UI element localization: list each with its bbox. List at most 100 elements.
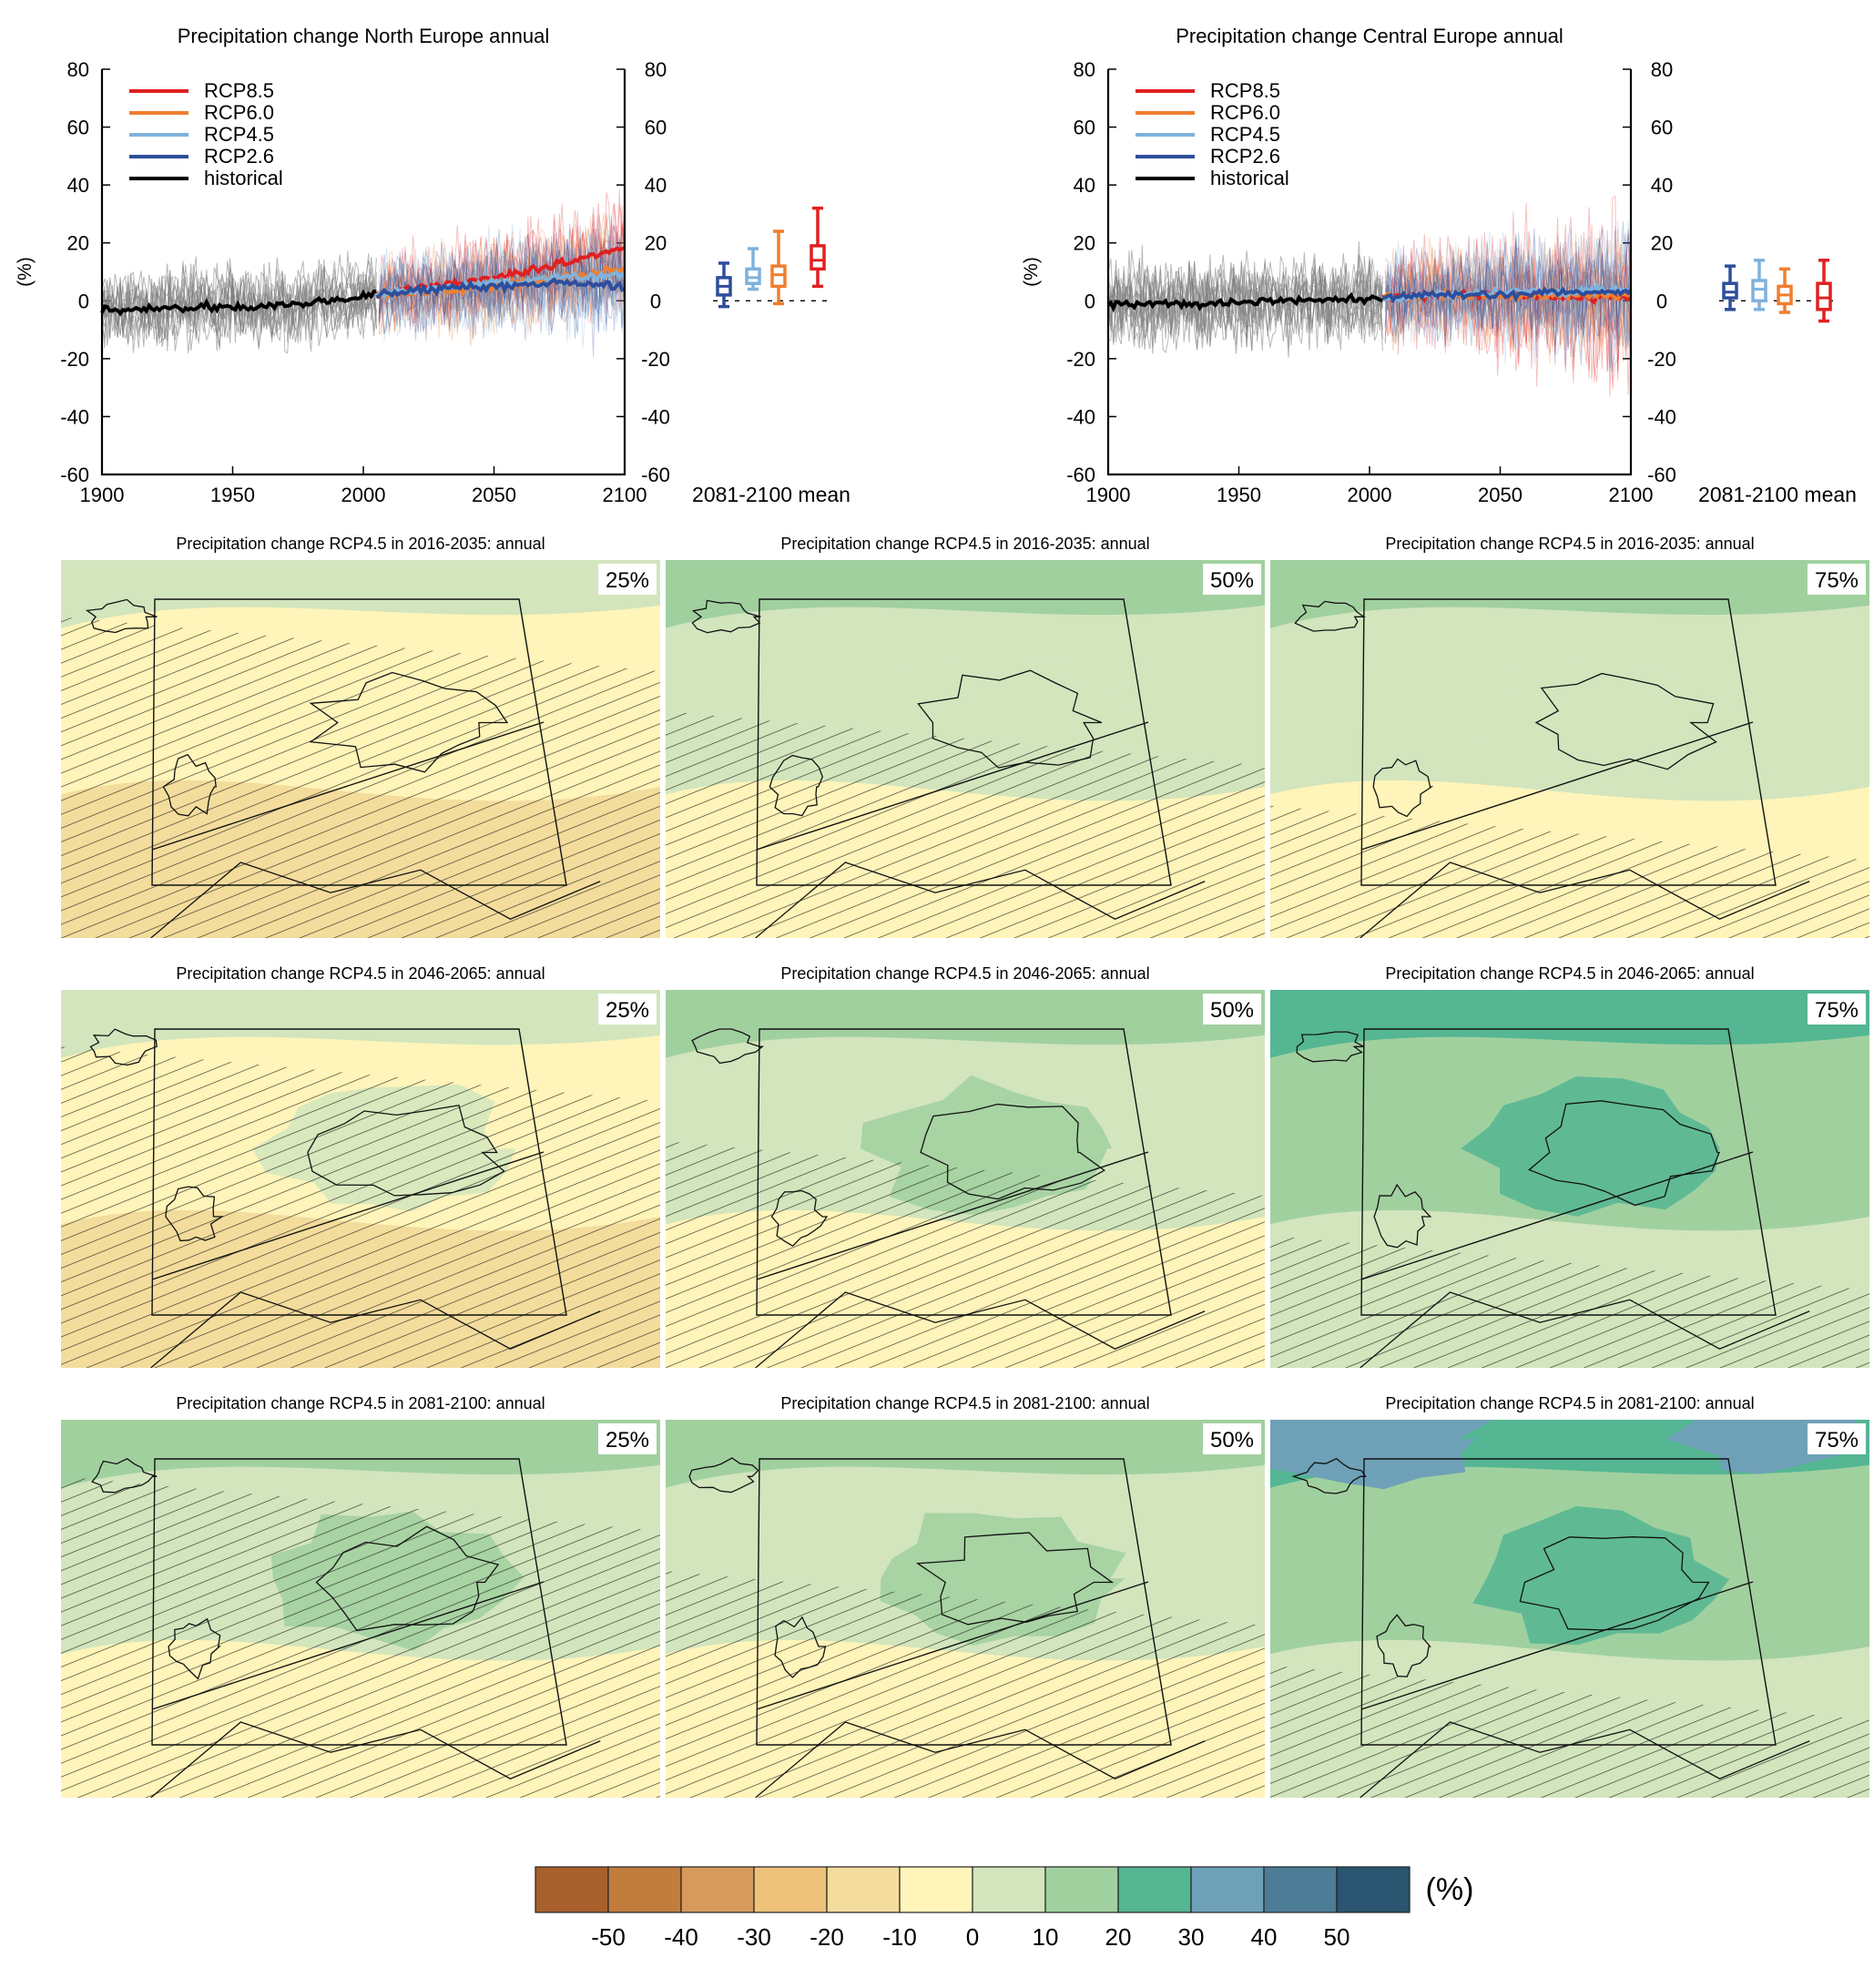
- y-tick-label: -40: [60, 405, 89, 428]
- coastline-britain: [1373, 1183, 1432, 1249]
- percentile-badge: [598, 994, 657, 1025]
- coastline-mainland: [755, 861, 1206, 938]
- percentile-label: 75%: [1815, 1428, 1859, 1453]
- colorbar-swatch: [1263, 1866, 1338, 1913]
- coastline-mainland: [1360, 1721, 1810, 1798]
- chart-title: Precipitation change Central Europe annu…: [1176, 25, 1563, 47]
- y-tick-label-right: 0: [1656, 290, 1667, 312]
- y-tick-label-right: 40: [645, 174, 667, 197]
- boxplot-rcp26: [1722, 264, 1738, 311]
- colorbar-tick-label: 40: [1251, 1923, 1278, 1951]
- scenario-member-line: [1384, 232, 1632, 358]
- colorbar-tick-label: -10: [882, 1923, 917, 1951]
- percentile-badge: [1808, 564, 1866, 595]
- legend-label: RCP4.5: [204, 123, 274, 146]
- boxplot-axis-label: 2081-2100 mean: [1698, 483, 1857, 506]
- percentile-badge: [1203, 994, 1261, 1025]
- hatching-region: [61, 1046, 660, 1368]
- percentile-label: 25%: [606, 998, 649, 1023]
- colorbar-swatch: [680, 1866, 755, 1913]
- scenario-member-line: [378, 225, 626, 331]
- coastline-britain: [165, 1186, 225, 1242]
- boxplot-rcp45: [1751, 259, 1767, 311]
- ensemble-members: [101, 189, 626, 357]
- y-axis-label: (%): [15, 257, 36, 287]
- coastline-iceland: [688, 1457, 759, 1494]
- scenario-member-line: [1384, 248, 1632, 364]
- coastlines: [688, 1457, 1206, 1798]
- coastline-britain: [168, 1617, 221, 1680]
- hatching-region: [666, 711, 1265, 938]
- boxplot-box: [1816, 281, 1832, 311]
- scenario-member-line: [1384, 224, 1632, 368]
- map-panel-r3-c1: Precipitation change RCP4.5 in 2081-2100…: [61, 1394, 660, 1798]
- colorbar-tick-label: 30: [1178, 1923, 1205, 1951]
- axes-frame: [1106, 69, 1633, 476]
- map-field: [666, 990, 1265, 1368]
- boxplot-rcp45: [745, 247, 761, 291]
- legend-label: RCP8.5: [1210, 79, 1280, 102]
- coastline-iceland: [1294, 600, 1366, 632]
- x-tick-label: 2100: [1609, 484, 1654, 506]
- map-panel-r1-c2: Precipitation change RCP4.5 in 2016-2035…: [666, 535, 1265, 938]
- y-tick-label-right: 20: [645, 232, 667, 255]
- scenario-member-line: [378, 217, 626, 338]
- percentile-label: 25%: [606, 1428, 649, 1453]
- colorbar-swatch: [972, 1866, 1046, 1913]
- colorbar-swatch: [1190, 1866, 1265, 1913]
- map-panel-r2-c3: Precipitation change RCP4.5 in 2046-2065…: [1270, 964, 1869, 1368]
- y-tick-label-right: -40: [1647, 405, 1676, 428]
- percentile-badge: [1203, 1423, 1261, 1454]
- x-tick-label: 2000: [1348, 484, 1392, 506]
- y-tick-label-right: 40: [1651, 174, 1673, 197]
- y-axis-label: (%): [1021, 257, 1042, 287]
- colorbar-swatch: [1336, 1866, 1411, 1913]
- coastline-iceland: [691, 1028, 765, 1065]
- colorbar-tick-label: 0: [966, 1923, 979, 1951]
- colorbar-tick-label: 50: [1324, 1923, 1350, 1951]
- region-divider: [756, 1151, 1149, 1280]
- field-north-band: [666, 990, 1265, 1058]
- percentile-label: 75%: [1815, 568, 1859, 593]
- colorbar-swatch: [899, 1866, 973, 1913]
- y-tick-label: -60: [60, 464, 89, 486]
- coastline-mainland: [755, 1721, 1206, 1798]
- scenario-member-line: [1384, 240, 1632, 357]
- region-boundary: [756, 1458, 1172, 1746]
- map-panel-r2-c1: Precipitation change RCP4.5 in 2046-2065…: [61, 964, 660, 1368]
- y-tick-label: 20: [67, 232, 89, 255]
- axes-frame: [100, 69, 626, 476]
- legend-label: RCP2.6: [1210, 145, 1280, 168]
- scenario-member-line: [1384, 234, 1632, 355]
- region-boundary: [151, 1028, 567, 1316]
- hatching-region: [1270, 805, 1869, 938]
- region-divider: [1360, 1151, 1754, 1280]
- scenario-member-line: [1384, 221, 1632, 355]
- coastline-iceland: [691, 599, 761, 634]
- map-field: [61, 1420, 660, 1798]
- historical-member-line: [1107, 258, 1383, 358]
- field-north-band: [61, 1420, 660, 1488]
- series-mean-line-rcp26: [1382, 286, 1633, 303]
- map-field: [1270, 560, 1869, 938]
- percentile-badge: [598, 564, 657, 595]
- scenario-member-line: [378, 213, 626, 336]
- region-divider: [151, 721, 545, 851]
- map-field: [666, 560, 1265, 938]
- percentile-badge: [1808, 1423, 1866, 1454]
- colorbar-unit-label: (%): [1426, 1872, 1474, 1907]
- map-title: Precipitation change RCP4.5 in 2081-2100…: [176, 1394, 545, 1412]
- coastline-mainland: [150, 1721, 601, 1798]
- scenario-member-line: [378, 225, 626, 331]
- series-mean-line-rcp26: [375, 277, 626, 300]
- map-title: Precipitation change RCP4.5 in 2046-2065…: [1385, 964, 1754, 983]
- map-title: Precipitation change RCP4.5 in 2016-2035…: [780, 535, 1149, 553]
- map-title: Precipitation change RCP4.5 in 2081-2100…: [780, 1394, 1149, 1412]
- legend-label: RCP8.5: [204, 79, 274, 102]
- coastline-iceland: [1291, 1458, 1367, 1494]
- coastline-mainland: [150, 1291, 601, 1368]
- region-boundary: [1360, 598, 1777, 886]
- coastlines: [91, 1458, 601, 1798]
- hatching-region: [1270, 1665, 1869, 1798]
- scenario-member-line: [1384, 233, 1632, 372]
